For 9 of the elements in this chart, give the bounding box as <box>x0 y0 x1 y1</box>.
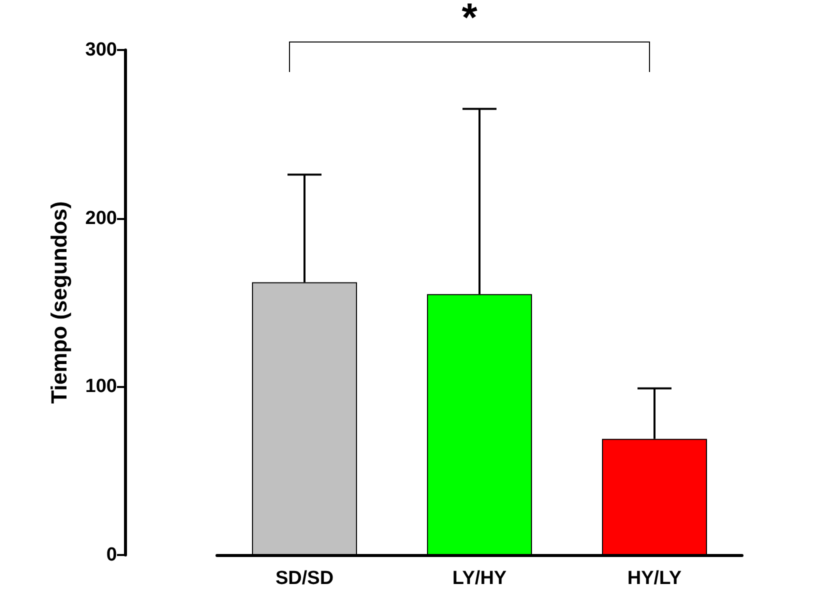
y-tick-label: 300 <box>85 40 117 60</box>
x-tick-label: HY/LY <box>627 568 682 589</box>
x-tick-label: SD/SD <box>275 568 334 589</box>
y-tick-label: 200 <box>85 208 117 229</box>
y-axis-title: Tiempo (segundos) <box>46 201 72 404</box>
text: * <box>462 0 478 40</box>
x-tick-label: LY/HY <box>452 568 507 589</box>
y-tick-label: 100 <box>85 376 117 398</box>
y-tick-label: 0 <box>106 544 117 566</box>
